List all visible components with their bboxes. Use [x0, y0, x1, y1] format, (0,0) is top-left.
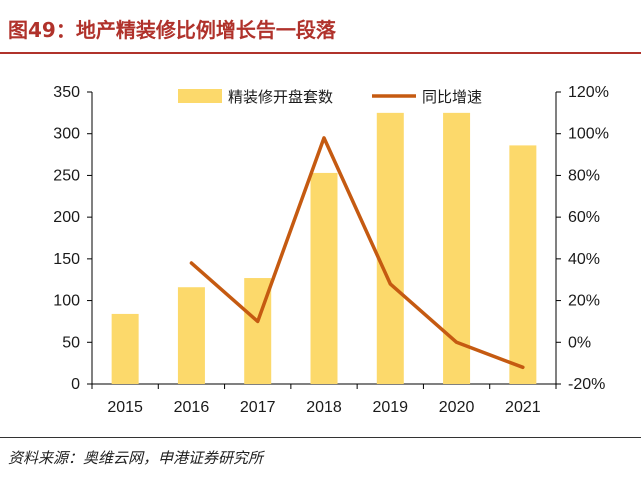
- right-tick-label: -20%: [568, 376, 605, 393]
- bar: [310, 172, 338, 384]
- title-underline: [0, 52, 641, 54]
- figure-title: 图49：地产精装修比例增长告一段落: [8, 18, 336, 42]
- bar: [376, 112, 404, 384]
- right-tick-label: 80%: [568, 167, 600, 184]
- x-tick-label: 2018: [306, 399, 342, 416]
- right-tick-label: 100%: [568, 126, 609, 143]
- left-tick-label: 150: [53, 251, 80, 268]
- x-tick-label: 2021: [505, 399, 541, 416]
- legend-bar-swatch: [178, 89, 222, 103]
- x-tick-label: 2015: [107, 399, 143, 416]
- left-tick-label: 250: [53, 167, 80, 184]
- legend-line-label: 同比增速: [422, 88, 482, 106]
- bar: [509, 145, 537, 384]
- left-tick-label: 0: [71, 376, 80, 393]
- x-tick-label: 2019: [372, 399, 408, 416]
- right-tick-label: 20%: [568, 293, 600, 310]
- left-tick-label: 300: [53, 126, 80, 143]
- right-tick-label: 120%: [568, 84, 609, 101]
- legend-bar-label: 精装修开盘套数: [228, 88, 333, 106]
- left-tick-label: 50: [62, 334, 80, 351]
- source-note: 资料来源：奥维云网，申港证券研究所: [8, 449, 264, 467]
- growth-line: [189, 136, 525, 370]
- right-tick-label: 60%: [568, 209, 600, 226]
- x-tick-label: 2020: [439, 399, 475, 416]
- left-tick-label: 200: [53, 209, 80, 226]
- source-divider: [0, 437, 641, 438]
- left-tick-label: 100: [53, 293, 80, 310]
- bar: [443, 112, 471, 384]
- bar: [177, 287, 205, 384]
- bar: [111, 313, 139, 384]
- left-tick-label: 350: [53, 84, 80, 101]
- combo-chart: 0 50 100 150 200 250 300 350 -20% 0% 20% 40% 60% 80% 1…: [53, 84, 609, 416]
- x-tick-label: 2017: [240, 399, 276, 416]
- x-tick-label: 2016: [174, 399, 210, 416]
- right-tick-label: 40%: [568, 251, 600, 268]
- right-tick-label: 0%: [568, 334, 591, 351]
